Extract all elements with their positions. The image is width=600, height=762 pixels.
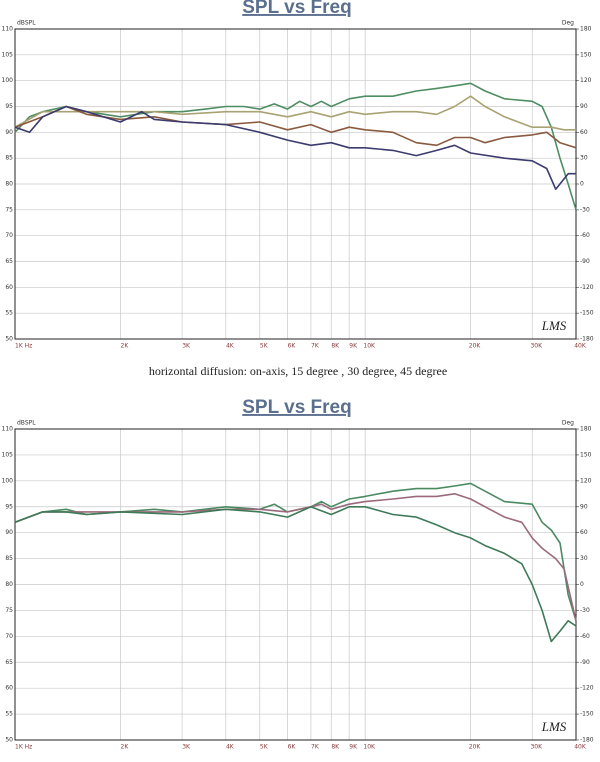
watermark: LMS	[541, 719, 567, 734]
series-line	[14, 105, 577, 149]
y-tick-label: 85	[5, 555, 13, 562]
y2-tick-label: -30	[580, 607, 590, 614]
y2-tick-label: 120	[580, 477, 592, 484]
x-tick-label: 8K	[331, 744, 340, 751]
x-tick-label: 2K	[121, 744, 130, 751]
y-tick-label: 60	[5, 284, 13, 291]
y-tick-label: 90	[5, 129, 13, 136]
y2-tick-label: 120	[580, 77, 592, 84]
x-tick-label: 10K	[363, 744, 376, 751]
series-line	[14, 105, 576, 190]
y2-tick-label: -120	[580, 284, 594, 291]
y2-tick-label: 90	[580, 503, 588, 510]
y2-tick-label: 60	[580, 529, 588, 536]
x-tick-label: 1K Hz	[15, 744, 32, 751]
y2-tick-label: 30	[580, 555, 588, 562]
y-tick-label: 95	[5, 103, 13, 110]
series-line	[14, 482, 577, 622]
x-tick-label: 4K	[226, 343, 235, 350]
y-tick-label: 90	[5, 529, 13, 536]
y2-tick-label: -90	[580, 258, 590, 265]
series-line	[14, 95, 576, 131]
y-tick-label: 110	[2, 26, 14, 33]
y-tick-label: 105	[2, 51, 14, 58]
y2-tick-label: -30	[580, 206, 590, 213]
y-tick-label: 75	[5, 206, 13, 213]
x-tick-label: 3K	[182, 343, 191, 350]
y-axis-label: dBSPL	[17, 420, 36, 427]
y-tick-label: 50	[5, 737, 13, 744]
y-tick-label: 70	[5, 232, 13, 239]
x-tick-label: 6K	[288, 744, 297, 751]
x-tick-label: 4K	[226, 744, 235, 751]
y-tick-label: 55	[5, 310, 13, 317]
series-line	[14, 493, 577, 621]
y-tick-label: 95	[5, 503, 13, 510]
x-tick-label: 30K	[530, 744, 543, 751]
y2-tick-label: -60	[580, 232, 590, 239]
x-tick-label: 10K	[363, 343, 376, 350]
y2-tick-label: -120	[580, 685, 594, 692]
y2-tick-label: 60	[580, 129, 588, 136]
x-tick-label: 40K	[574, 744, 587, 751]
y-tick-label: 50	[5, 336, 13, 343]
y2-tick-label: 0	[580, 181, 584, 188]
y-tick-label: 70	[5, 633, 13, 640]
x-tick-label: 20K	[469, 744, 482, 751]
caption: horizontal diffusion: on-axis, 15 degree…	[149, 364, 447, 378]
y-tick-label: 60	[5, 685, 13, 692]
x-tick-label: 5K	[260, 744, 269, 751]
y2-tick-label: 90	[580, 103, 588, 110]
series-line	[14, 82, 577, 211]
y2-tick-label: 150	[580, 51, 592, 58]
y2-tick-label: -150	[580, 310, 594, 317]
y-tick-label: 65	[5, 659, 13, 666]
y2-axis-label: Deg	[562, 420, 574, 427]
y-axis-label: dBSPL	[17, 20, 36, 27]
plot-frame	[14, 428, 577, 741]
y-tick-label: 100	[2, 77, 14, 84]
y-tick-label: 100	[2, 477, 14, 484]
x-tick-label: 40K	[574, 343, 587, 350]
chart-title: SPL vs Freq	[242, 397, 351, 418]
y2-tick-label: -180	[580, 737, 594, 744]
y2-tick-label: 150	[580, 451, 592, 458]
y2-tick-label: 180	[580, 426, 592, 433]
y-tick-label: 75	[5, 607, 13, 614]
y2-tick-label: 0	[580, 581, 584, 588]
y2-tick-label: -180	[580, 336, 594, 343]
y2-tick-label: -90	[580, 659, 590, 666]
y2-tick-label: -60	[580, 633, 590, 640]
y-tick-label: 55	[5, 711, 13, 718]
x-tick-label: 20K	[469, 343, 482, 350]
x-tick-label: 30K	[530, 343, 543, 350]
y-tick-label: 65	[5, 258, 13, 265]
watermark: LMS	[541, 318, 567, 333]
y2-axis-label: Deg	[562, 20, 574, 27]
x-tick-label: 3K	[182, 744, 191, 751]
x-tick-label: 5K	[260, 343, 269, 350]
y2-tick-label: 30	[580, 155, 588, 162]
x-tick-label: 1K Hz	[15, 343, 32, 350]
y2-tick-label: 180	[580, 26, 592, 33]
x-tick-label: 6K	[288, 343, 297, 350]
plot-frame	[14, 28, 577, 340]
series-line	[14, 506, 577, 643]
x-tick-label: 7K	[311, 744, 320, 751]
y2-tick-label: -150	[580, 711, 594, 718]
y-tick-label: 80	[5, 181, 13, 188]
x-tick-label: 9K	[349, 343, 358, 350]
x-tick-label: 9K	[349, 744, 358, 751]
y-tick-label: 85	[5, 155, 13, 162]
y-tick-label: 105	[2, 451, 14, 458]
x-tick-label: 7K	[311, 343, 320, 350]
y-tick-label: 80	[5, 581, 13, 588]
x-tick-label: 8K	[331, 343, 340, 350]
x-tick-label: 2K	[121, 343, 130, 350]
chart-title: SPL vs Freq	[242, 0, 351, 18]
y-tick-label: 110	[2, 426, 14, 433]
